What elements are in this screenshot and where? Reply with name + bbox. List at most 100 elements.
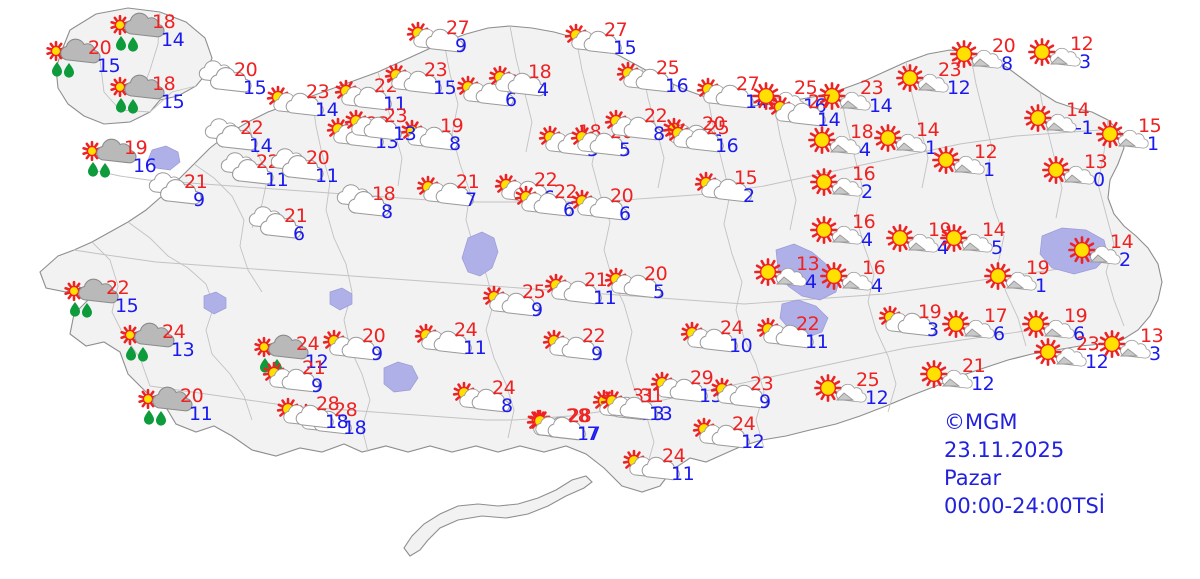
low-temperature: 14 bbox=[869, 95, 893, 117]
legend-day: Pazar bbox=[944, 465, 1002, 490]
high-temperature: 19 bbox=[440, 115, 464, 137]
sunny-icon bbox=[940, 310, 995, 344]
temperature-pair: 23 12 bbox=[1076, 335, 1128, 375]
high-temperature: 24 bbox=[162, 321, 186, 343]
high-temperature: 15 bbox=[1138, 115, 1162, 137]
low-temperature: 12 bbox=[947, 77, 971, 99]
low-temperature: 15 bbox=[243, 77, 267, 99]
temperature-pair: 22 11 bbox=[796, 315, 848, 355]
partly-cloudy-icon bbox=[600, 109, 662, 144]
partly-cloudy-icon bbox=[412, 175, 474, 210]
sunny-icon bbox=[1020, 310, 1075, 344]
high-temperature: 27 bbox=[736, 73, 760, 95]
low-temperature: 3 bbox=[1149, 343, 1161, 365]
temperature-pair: 18 8 bbox=[372, 185, 424, 225]
legend-date: 23.11.2025 bbox=[944, 437, 1065, 462]
low-temperature: 14 bbox=[249, 135, 273, 157]
temperature-pair: 19 8 bbox=[440, 117, 492, 157]
high-temperature: 24 bbox=[454, 319, 478, 341]
temperature-pair: 21 6 bbox=[284, 207, 336, 247]
high-temperature: 28 bbox=[334, 399, 358, 421]
low-temperature: 6 bbox=[619, 203, 631, 225]
high-temperature: 20 bbox=[992, 35, 1016, 57]
low-temperature: 3 bbox=[1079, 51, 1091, 73]
high-temperature: 29 bbox=[690, 367, 714, 389]
high-temperature: 20 bbox=[306, 147, 330, 169]
temperature-pair: 20 11 bbox=[180, 387, 232, 427]
high-temperature: 16 bbox=[862, 257, 886, 279]
low-temperature: 15 bbox=[433, 77, 457, 99]
temperature-pair: 19 1 bbox=[1026, 259, 1078, 299]
sunny-icon bbox=[1032, 338, 1087, 372]
low-temperature: 6 bbox=[563, 199, 575, 221]
low-temperature: 14 bbox=[817, 109, 841, 131]
sunny-icon bbox=[752, 258, 807, 292]
high-temperature: 28 bbox=[566, 405, 590, 427]
temperature-pair: 12 1 bbox=[974, 143, 1026, 183]
low-temperature: 8 bbox=[449, 133, 461, 155]
low-temperature: 11 bbox=[315, 165, 339, 187]
partly-cloudy-icon bbox=[646, 371, 708, 406]
high-temperature: 14 bbox=[1110, 231, 1134, 253]
sun-cloud-rain-icon bbox=[62, 278, 119, 318]
high-temperature: 16 bbox=[852, 163, 876, 185]
high-temperature: 23 bbox=[424, 59, 448, 81]
low-temperature: 15 bbox=[613, 37, 637, 59]
low-temperature: 4 bbox=[805, 271, 817, 293]
temperature-pair: 19 3 bbox=[918, 303, 970, 343]
low-temperature: 11 bbox=[265, 169, 289, 191]
high-temperature: 18 bbox=[850, 121, 874, 143]
sunny-icon bbox=[808, 216, 863, 250]
high-temperature: 27 bbox=[446, 17, 470, 39]
high-temperature: 20 bbox=[362, 325, 386, 347]
high-temperature: 21 bbox=[962, 355, 986, 377]
low-temperature: 9 bbox=[371, 343, 383, 365]
low-temperature: 12 bbox=[1085, 351, 1109, 373]
temperature-pair: 18 4 bbox=[528, 63, 580, 103]
high-temperature: 22 bbox=[582, 325, 606, 347]
partly-cloudy-icon bbox=[690, 171, 752, 206]
low-temperature: 11 bbox=[671, 463, 695, 485]
low-temperature: 5 bbox=[991, 237, 1003, 259]
partly-cloudy-icon bbox=[618, 449, 680, 484]
temperature-pair: 24 8 bbox=[492, 379, 544, 419]
low-temperature: 14 bbox=[161, 29, 185, 51]
sunny-icon bbox=[982, 262, 1037, 296]
partly-cloudy-icon bbox=[752, 317, 814, 352]
high-temperature: 21 bbox=[284, 205, 308, 227]
temperature-pair: 24 12 bbox=[732, 415, 784, 455]
temperature-pair: 28 17 bbox=[568, 407, 620, 447]
temperature-pair: 20 11 bbox=[306, 149, 358, 189]
partly-cloudy-icon bbox=[538, 329, 600, 364]
temperature-pair: 18 14 bbox=[152, 13, 204, 53]
cloudy-icon bbox=[190, 60, 252, 98]
temperature-pair: 18 15 bbox=[152, 75, 204, 115]
temperature-pair: 20 15 bbox=[88, 39, 140, 79]
high-temperature: 27 bbox=[808, 91, 832, 113]
temperature-pair: 14 5 bbox=[982, 221, 1034, 261]
temperature-pair: 15 1 bbox=[1138, 117, 1190, 157]
partly-cloudy-icon bbox=[688, 417, 750, 452]
low-temperature: 6 bbox=[293, 223, 305, 245]
sunny-icon bbox=[938, 224, 993, 258]
sunny-icon bbox=[1026, 38, 1081, 72]
partly-cloudy-icon bbox=[560, 23, 622, 58]
low-temperature: 9 bbox=[311, 375, 323, 397]
high-temperature: 23 bbox=[750, 373, 774, 395]
low-temperature: 4 bbox=[871, 275, 883, 297]
high-temperature: 23 bbox=[306, 81, 330, 103]
temperature-pair: 21 7 bbox=[456, 173, 508, 213]
low-temperature: 16 bbox=[665, 75, 689, 97]
temperature-pair: 25 16 bbox=[706, 119, 758, 159]
cloudy-icon bbox=[140, 172, 202, 210]
sun-cloud-rain-icon bbox=[44, 38, 101, 78]
low-temperature: 11 bbox=[383, 93, 407, 115]
temperature-pair: 17 6 bbox=[984, 307, 1036, 347]
low-temperature: 11 bbox=[805, 331, 829, 353]
high-temperature: 23 bbox=[860, 77, 884, 99]
high-temperature: 31 bbox=[640, 385, 664, 407]
low-temperature: 13 bbox=[393, 123, 417, 145]
sunny-icon bbox=[1096, 330, 1151, 364]
temperature-pair: 13 4 bbox=[796, 255, 848, 295]
low-temperature: 6 bbox=[505, 89, 517, 111]
